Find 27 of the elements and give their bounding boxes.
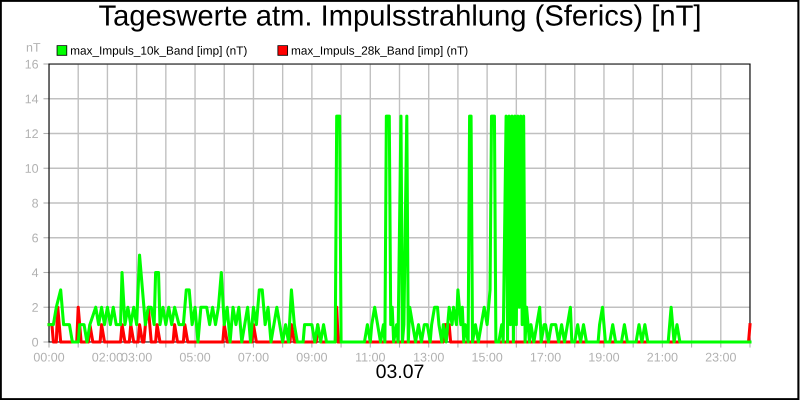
x-tick-label: 02:00 [92,352,123,362]
y-tick-label: 14 [26,94,38,104]
x-tick-label: 17:00 [530,352,561,362]
y-tick-label: 4 [32,268,38,278]
y-tick-label: 2 [32,303,38,312]
x-axis-title: 03.07 [376,364,424,378]
x-tick-label: 09:00 [296,352,328,362]
legend-label: max_Impuls_10k_Band [imp] (nT) [70,46,247,58]
x-tick-label: 05:00 [180,352,210,362]
x-tick-label: 19:00 [589,352,620,362]
x-tick-label: 07:00 [238,352,269,362]
x-tick-label: 13:00 [414,352,444,362]
x-tick-label: 15:00 [472,352,502,362]
x-tick-label: 03:00 [121,352,152,362]
y-axis-title: nT [26,43,40,52]
x-tick-label: 23:00 [706,352,736,362]
legend-label: max_Impuls_28k_Band [imp] (nT) [292,46,468,58]
y-tick-label: 10 [26,164,38,173]
y-tick-label: 8 [32,198,38,208]
y-tick-label: 12 [26,129,38,138]
y-tick-label: 6 [32,234,38,242]
y-tick-label: 0 [32,338,38,347]
chart-title: Tageswerte atm. Impulsstrahlung (Sferics) [nT] [99,4,700,32]
x-tick-label: 00:00 [34,352,64,362]
x-tick-label: 21:00 [647,352,678,362]
x-tick-label: 11:00 [356,352,385,362]
y-tick-label: 16 [26,60,38,69]
